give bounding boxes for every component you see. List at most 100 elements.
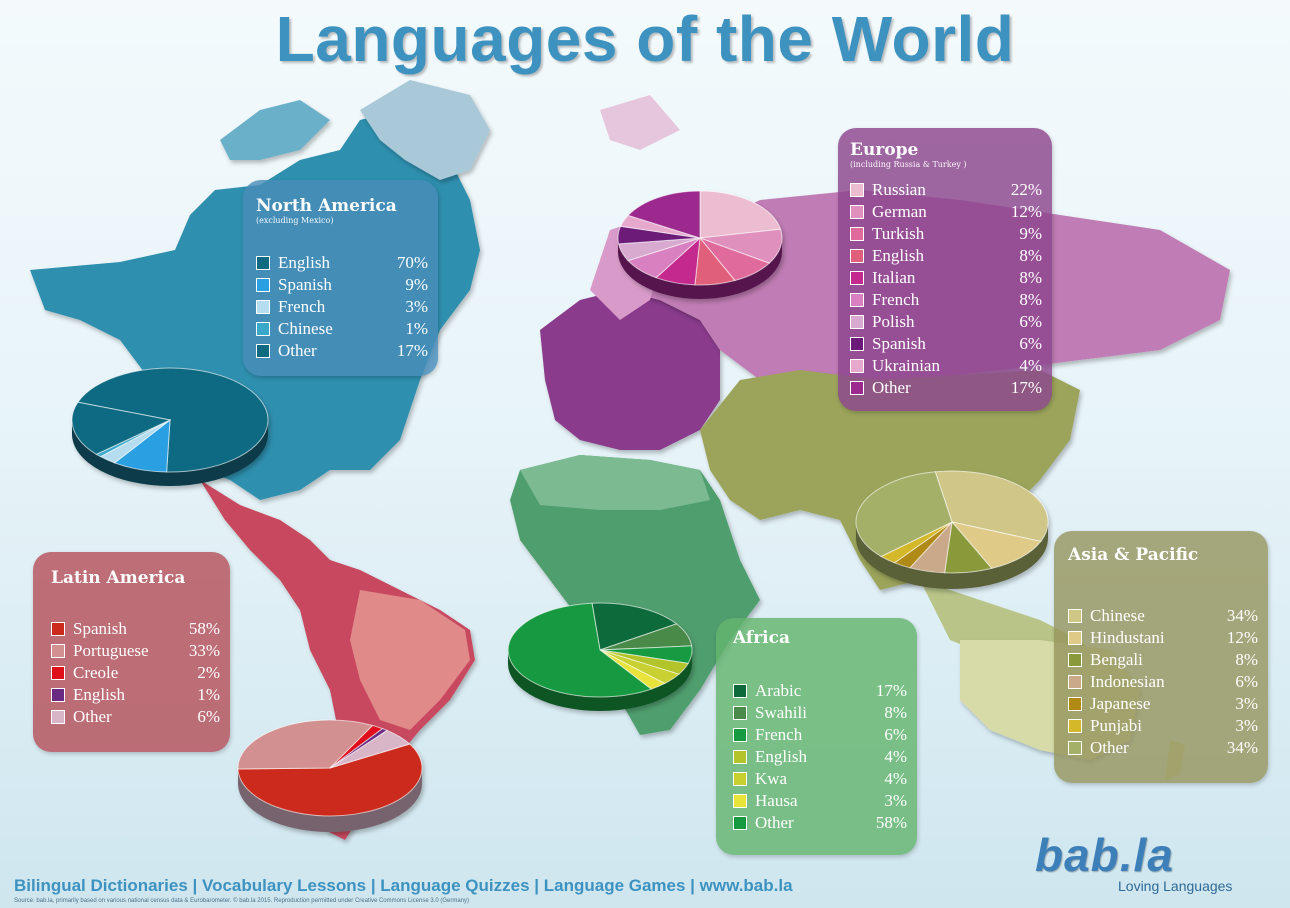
legend-item: Swahili 8% bbox=[733, 702, 907, 724]
legend-label: Hindustani bbox=[1090, 628, 1165, 647]
legend-swatch bbox=[850, 227, 864, 241]
legend-value: 4% bbox=[884, 769, 907, 788]
legend-value: 4% bbox=[1019, 356, 1042, 375]
source-note: Source: bab.la, primarily based on vario… bbox=[14, 898, 469, 904]
babla-logo: bab.la Loving Languages bbox=[1035, 828, 1275, 898]
panel-latin-america: Latin America Spanish 58% Portuguese 33% Cre… bbox=[33, 552, 230, 752]
pie-side bbox=[72, 420, 268, 486]
legend-item: Bengali 8% bbox=[1068, 649, 1258, 671]
pie-slice-hindustani bbox=[950, 521, 1042, 569]
panel-subtitle: (including Russia & Turkey ) bbox=[850, 160, 967, 169]
pie-slice-chinese bbox=[934, 470, 1049, 542]
legend-value: 8% bbox=[884, 703, 907, 722]
legend-item: Russian 22% bbox=[850, 179, 1042, 201]
legend-item: Portuguese 33% bbox=[51, 640, 220, 662]
legend-item: Other 58% bbox=[733, 812, 907, 834]
legend-swatch bbox=[733, 794, 747, 808]
legend-label: Punjabi bbox=[1090, 716, 1142, 735]
legend-value: 3% bbox=[1235, 716, 1258, 735]
pie-chart-2 bbox=[617, 190, 783, 299]
legend-swatch bbox=[256, 300, 270, 314]
legend-item: English 8% bbox=[850, 245, 1042, 267]
legend-value: 3% bbox=[1235, 694, 1258, 713]
legend-swatch bbox=[51, 688, 65, 702]
legend-swatch bbox=[51, 666, 65, 680]
legend-label: Spanish bbox=[872, 334, 926, 353]
legend-swatch bbox=[850, 359, 864, 373]
legend-value: 17% bbox=[875, 681, 907, 700]
legend-item: Turkish 9% bbox=[850, 223, 1042, 245]
legend-swatch bbox=[733, 772, 747, 786]
page-title: Languages of the World bbox=[275, 3, 1015, 75]
legend-value: 33% bbox=[188, 641, 220, 660]
legend-value: 58% bbox=[875, 813, 907, 832]
footer-links: Bilingual Dictionaries | Vocabulary Less… bbox=[14, 876, 793, 895]
legend-item: Hindustani 12% bbox=[1068, 627, 1258, 649]
legend-item: French 8% bbox=[850, 289, 1042, 311]
legend-value: 9% bbox=[405, 275, 428, 294]
legend-label: Creole bbox=[73, 663, 119, 682]
legend-value: 6% bbox=[884, 725, 907, 744]
pie-chart-4 bbox=[855, 470, 1049, 589]
legend-swatch bbox=[1068, 675, 1082, 689]
legend-value: 9% bbox=[1019, 224, 1042, 243]
legend-value: 34% bbox=[1226, 606, 1258, 625]
legend-item: Other 17% bbox=[256, 340, 428, 362]
legend-item: Spanish 6% bbox=[850, 333, 1042, 355]
legend-swatch bbox=[1068, 653, 1082, 667]
legend-swatch bbox=[1068, 697, 1082, 711]
pie-chart-3 bbox=[507, 602, 693, 711]
arctic-islands bbox=[220, 100, 330, 160]
pie-slice-other bbox=[329, 729, 411, 769]
legend-label: Japanese bbox=[1090, 694, 1151, 713]
legend-label: Russian bbox=[872, 180, 926, 199]
legend-item: German 12% bbox=[850, 201, 1042, 223]
legend-label: Chinese bbox=[278, 319, 333, 338]
legend-swatch bbox=[51, 710, 65, 724]
legend-label: Other bbox=[1090, 738, 1129, 757]
panel-title: North America bbox=[256, 196, 397, 216]
legend-item: English 4% bbox=[733, 746, 907, 768]
legend-swatch bbox=[51, 622, 65, 636]
legend-swatch bbox=[733, 750, 747, 764]
legend-label: Indonesian bbox=[1090, 672, 1165, 691]
legend-value: 22% bbox=[1010, 180, 1042, 199]
north-africa-region bbox=[520, 455, 710, 510]
legend-item: Italian 8% bbox=[850, 267, 1042, 289]
continent-africa bbox=[510, 455, 760, 735]
continent-latin-america bbox=[200, 480, 475, 840]
legend-label: English bbox=[755, 747, 807, 766]
legend-item: Spanish 9% bbox=[256, 274, 428, 296]
legend-item: Other 34% bbox=[1068, 737, 1258, 759]
legend-value: 8% bbox=[1019, 268, 1042, 287]
legend-item: Chinese 34% bbox=[1068, 605, 1258, 627]
legend-label: English bbox=[872, 246, 924, 265]
legend-value: 12% bbox=[1010, 202, 1042, 221]
legend-item: French 6% bbox=[733, 724, 907, 746]
legend-label: Arabic bbox=[755, 681, 802, 700]
legend-value: 58% bbox=[188, 619, 220, 638]
legend-list: Spanish 58% Portuguese 33% Creole 2% English 1%… bbox=[51, 618, 220, 728]
pie-slice-other bbox=[627, 190, 701, 239]
legend-swatch bbox=[1068, 609, 1082, 623]
legend-swatch bbox=[733, 684, 747, 698]
legend-swatch bbox=[850, 293, 864, 307]
legend-item: Spanish 58% bbox=[51, 618, 220, 640]
panel-title: Africa bbox=[733, 628, 790, 648]
pie-side bbox=[508, 650, 692, 711]
legend-label: French bbox=[755, 725, 803, 744]
legend-label: Chinese bbox=[1090, 606, 1145, 625]
brazil-region bbox=[350, 590, 470, 730]
legend-swatch bbox=[1068, 741, 1082, 755]
panel-north-america: North America (excluding Mexico) English… bbox=[243, 180, 438, 376]
legend-value: 1% bbox=[405, 319, 428, 338]
logo-tagline: Loving Languages bbox=[1118, 878, 1233, 894]
legend-swatch bbox=[733, 706, 747, 720]
legend-item: Hausa 3% bbox=[733, 790, 907, 812]
pie-chart-0 bbox=[71, 367, 269, 486]
legend-swatch bbox=[1068, 631, 1082, 645]
legend-item: Other 6% bbox=[51, 706, 220, 728]
legend-swatch bbox=[850, 249, 864, 263]
legend-swatch bbox=[850, 337, 864, 351]
pie-slice-german bbox=[699, 228, 783, 264]
